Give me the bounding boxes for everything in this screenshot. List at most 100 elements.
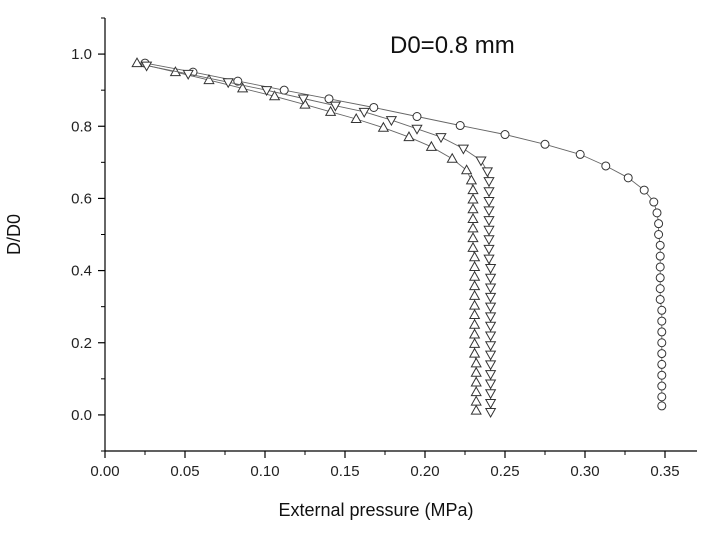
- data-point-triangle-down: [484, 389, 497, 400]
- y-tick-label: 0.4: [71, 263, 92, 280]
- data-point-circle: [657, 327, 667, 337]
- data-point-triangle-up: [468, 328, 481, 339]
- data-point-triangle-up: [468, 308, 481, 319]
- data-point-triangle-down: [483, 187, 495, 198]
- data-point-triangle-down: [484, 408, 497, 419]
- data-point-triangle-down: [483, 254, 495, 265]
- data-point-triangle-down: [358, 107, 370, 118]
- data-point-circle: [657, 401, 667, 411]
- chart-annotation: D0=0.8 mm: [390, 32, 515, 59]
- data-point-triangle-up: [468, 251, 481, 262]
- data-point-triangle-up: [131, 57, 143, 68]
- data-point-triangle-up: [468, 260, 481, 271]
- data-point-circle: [654, 230, 664, 239]
- data-point-circle: [657, 349, 667, 359]
- data-point-triangle-down: [484, 312, 497, 323]
- data-point-triangle-down: [385, 116, 398, 127]
- data-point-triangle-up: [470, 386, 482, 397]
- data-point-circle: [655, 273, 665, 283]
- data-point-triangle-up: [470, 357, 482, 368]
- y-ticks: 0.0 0.2 0.4 0.6 0.8 1.0: [71, 17, 105, 452]
- data-point-circle: [601, 161, 611, 171]
- x-tick-label: 0.30: [570, 463, 599, 480]
- y-tick-label: 0.2: [71, 335, 92, 352]
- data-point-triangle-down: [484, 321, 497, 332]
- data-point-circle: [649, 197, 659, 207]
- data-point-circle: [655, 262, 665, 272]
- data-point-triangle-down: [457, 144, 470, 155]
- x-tick-label: 0.00: [90, 463, 119, 480]
- data-point-circle: [657, 359, 667, 369]
- data-point-triangle-up: [467, 222, 479, 233]
- data-point-triangle-up: [467, 203, 479, 214]
- data-point-triangle-down: [260, 86, 273, 97]
- data-point-triangle-down: [435, 133, 447, 144]
- data-point-triangle-up: [299, 98, 311, 109]
- data-point-triangle-down: [484, 341, 497, 352]
- data-point-circle: [655, 251, 665, 261]
- data-point-triangle-down: [484, 292, 497, 303]
- data-point-triangle-down: [483, 225, 495, 236]
- data-point-circle: [652, 208, 662, 218]
- data-point-triangle-down: [484, 360, 497, 371]
- data-point-circle: [657, 305, 667, 315]
- data-point-circle: [655, 240, 665, 250]
- data-point-triangle-up: [468, 347, 481, 358]
- data-point-triangle-down: [483, 235, 495, 246]
- data-point-triangle-up: [460, 164, 473, 175]
- data-point-triangle-up: [468, 299, 481, 310]
- x-tick-label: 0.25: [490, 463, 519, 480]
- data-point-circle: [657, 392, 667, 402]
- data-point-triangle-up: [467, 232, 479, 243]
- x-tick-label: 0.10: [250, 463, 279, 480]
- data-point-triangle-down: [484, 273, 497, 284]
- data-point-triangle-down: [222, 78, 234, 89]
- data-point-triangle-down: [484, 399, 497, 410]
- data-point-triangle-up: [350, 113, 362, 124]
- data-point-triangle-down: [484, 302, 497, 313]
- x-tick-label: 0.05: [170, 463, 199, 480]
- data-point-circle: [540, 139, 550, 149]
- data-point-triangle-down: [297, 94, 310, 105]
- x-tick-label: 0.35: [650, 463, 679, 480]
- data-point-triangle-down: [329, 101, 342, 112]
- data-point-triangle-down: [483, 244, 495, 255]
- data-point-triangle-down: [182, 69, 194, 80]
- data-point-circle: [657, 381, 667, 391]
- series-circle: [140, 58, 667, 411]
- data-point-triangle-up: [470, 395, 482, 406]
- data-point-circle: [575, 149, 585, 159]
- data-point-triangle-down: [411, 124, 423, 135]
- data-point-triangle-up: [236, 82, 249, 93]
- data-point-triangle-up: [468, 337, 481, 348]
- data-point-triangle-up: [467, 241, 479, 252]
- data-point-triangle-up: [468, 318, 481, 329]
- data-point-triangle-up: [467, 193, 479, 204]
- data-point-triangle-down: [483, 196, 495, 207]
- series-line: [144, 62, 663, 406]
- data-point-triangle-down: [484, 370, 497, 381]
- data-point-circle: [623, 173, 633, 183]
- data-point-circle: [455, 121, 465, 131]
- series-line: [136, 62, 477, 411]
- data-point-triangle-down: [484, 331, 497, 342]
- data-point-circle: [369, 102, 379, 112]
- y-axis-title: D/D0: [4, 214, 24, 255]
- data-point-triangle-down: [483, 216, 495, 227]
- data-point-circle: [657, 370, 667, 380]
- data-point-triangle-down: [484, 264, 497, 275]
- data-point-triangle-up: [470, 366, 482, 377]
- data-point-triangle-up: [268, 90, 281, 101]
- x-ticks: 0.00 0.05 0.10 0.15 0.20 0.25 0.30 0.35: [90, 451, 680, 480]
- data-point-triangle-up: [377, 121, 390, 132]
- data-point-circle: [412, 112, 422, 122]
- y-tick-label: 0.0: [71, 407, 92, 424]
- series-line: [146, 65, 492, 412]
- data-point-circle: [279, 85, 289, 95]
- data-point-triangle-down: [483, 206, 495, 217]
- data-point-triangle-up: [468, 280, 481, 291]
- data-point-triangle-up: [403, 131, 415, 142]
- data-point-circle: [657, 316, 667, 326]
- data-point-triangle-up: [470, 404, 482, 415]
